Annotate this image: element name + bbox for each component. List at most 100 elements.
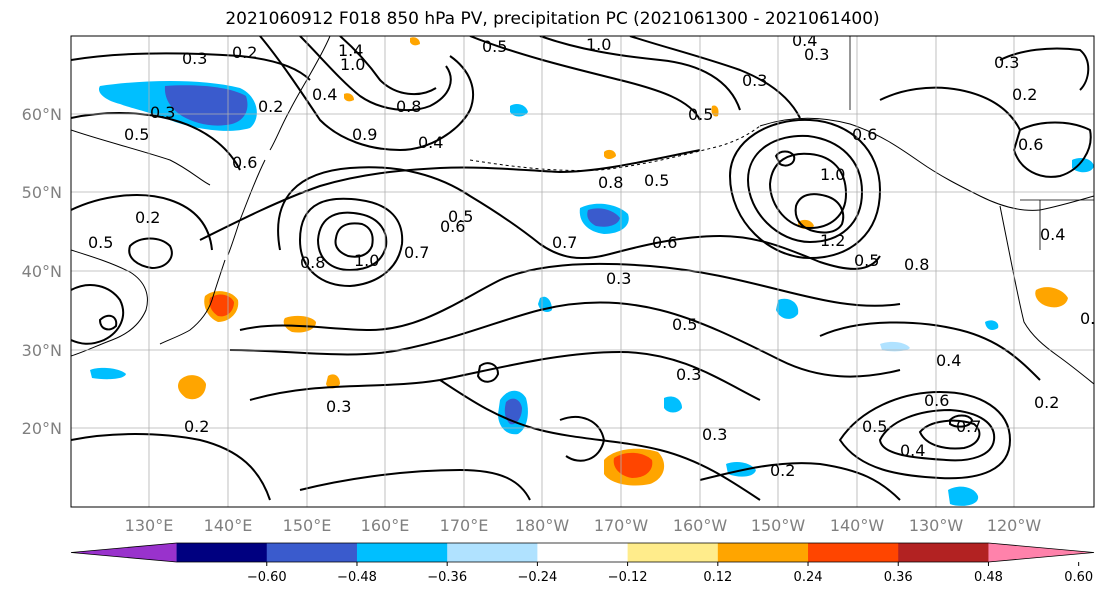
contour-label: 0.2	[1012, 85, 1037, 104]
lon-label: 120°W	[987, 516, 1042, 535]
lon-label: 170°W	[594, 516, 649, 535]
coastline-japan	[159, 259, 226, 345]
precip-blob-pos-7	[344, 93, 354, 102]
contour-label: 0.5	[688, 105, 713, 124]
contour-label: 0.3	[606, 269, 631, 288]
precip-blob-okhotsk-core	[164, 85, 248, 126]
contour-line	[199, 149, 701, 241]
colorbar-segment	[627, 543, 719, 562]
contour-line	[794, 193, 845, 234]
contour-label: 0.5	[644, 171, 669, 190]
contour-line	[879, 86, 1021, 131]
colorbar-extend-max	[988, 543, 1094, 562]
precip-blob-neg-10	[985, 320, 999, 330]
colorbar-tick-label: −0.12	[608, 570, 648, 585]
contour-line	[298, 197, 404, 288]
lon-axis: 130°E 140°E 150°E 160°E 170°E 180°W 170°…	[125, 516, 1042, 535]
contour-line	[229, 301, 901, 378]
contour-label: 0.4	[936, 351, 961, 370]
contour-line	[838, 390, 1012, 480]
contour-label: 0.8	[598, 173, 623, 192]
contour-label: 0.3	[804, 45, 829, 64]
contour-label: 1.2	[820, 231, 845, 250]
colorbar-ticks: −0.60 −0.48 −0.36 −0.24 −0.12 0.12 0.24 0.36 0.4…	[247, 562, 1093, 585]
colorbar-tick-label: −0.60	[247, 570, 287, 585]
contour-label: 1.0	[586, 35, 611, 54]
precip-blob-pos-3	[1035, 287, 1068, 308]
contour-line	[878, 408, 996, 462]
contour-line	[439, 379, 761, 501]
contour-label: 0.2	[135, 208, 160, 227]
contour-line	[949, 414, 974, 428]
contour-line	[249, 350, 761, 401]
contour-line	[819, 321, 1041, 381]
colorbar-tick-label: −0.48	[337, 570, 377, 585]
precip-blob-neg-6	[1072, 158, 1094, 173]
colorbar-tick-label: −0.36	[427, 570, 467, 585]
colorbar-segment	[808, 543, 899, 562]
lon-label: 160°E	[361, 516, 410, 535]
precip-blob-pos-5	[604, 149, 616, 159]
lat-label: 30°N	[22, 341, 62, 360]
contour-line	[299, 36, 452, 112]
colorbar-segment	[717, 543, 809, 562]
lon-label: 170°E	[440, 516, 489, 535]
contour-label: 0.4	[312, 85, 337, 104]
contour-label: 0.7	[956, 417, 981, 436]
colorbar-tick-label: −0.24	[517, 570, 557, 585]
colorbar-segment	[266, 543, 358, 562]
lat-label: 60°N	[22, 105, 62, 124]
colorbar-segments	[70, 542, 1095, 563]
contour-label: 0.6	[924, 391, 949, 410]
contour-line	[469, 36, 701, 121]
contour-label: 0.6	[852, 125, 877, 144]
precip-blob-pos-2	[178, 375, 206, 400]
contour-line	[774, 150, 796, 167]
contour-label: 0.2	[184, 417, 209, 436]
contour-label: 0.2	[232, 43, 257, 62]
contour-label: 0.4	[900, 441, 925, 460]
colorbar-segment	[537, 543, 629, 562]
coastline-korea-china	[71, 249, 148, 357]
contour-label: 1.0	[354, 251, 379, 270]
contour-line	[918, 419, 981, 450]
contour-line	[539, 36, 741, 111]
contour-label: 0.7	[404, 243, 429, 262]
contour-label: 0.8	[904, 255, 929, 274]
colorbar-outline	[70, 542, 1095, 563]
lat-axis: 60°N 50°N 40°N 30°N 20°N	[22, 105, 62, 438]
contour-label: 0.8	[300, 253, 325, 272]
contour-line	[476, 362, 500, 383]
colorbar-tick-label: 0.36	[884, 570, 913, 585]
precip-blob-neg-7	[510, 104, 528, 117]
contour-line	[339, 36, 437, 96]
lon-label: 160°W	[673, 516, 728, 535]
contour-label: 0.5	[88, 233, 113, 252]
coastlines	[71, 36, 1094, 385]
contour-label: 0.8	[396, 97, 421, 116]
contour-label: 0.4	[792, 31, 817, 50]
coastline-aleutians	[469, 125, 761, 172]
contour-line	[239, 262, 901, 332]
contour-label: 0.7	[1080, 309, 1105, 328]
contour-label: 0.4	[1040, 225, 1065, 244]
contour-label: 0.6	[652, 233, 677, 252]
contour-label: 0.3	[326, 397, 351, 416]
contour-label: 1.0	[340, 55, 365, 74]
contour-label: 1.0	[820, 165, 845, 184]
contour-labels: 0.3 0.2 1.4 1.0 0.5 1.0 0.4 0.3 0.3 0.2 …	[88, 31, 1105, 480]
pv-contours	[71, 36, 1092, 501]
contour-line	[259, 36, 475, 152]
lat-label: 40°N	[22, 262, 62, 281]
contour-label: 0.3	[150, 103, 175, 122]
precip-blob-pos-4	[326, 374, 340, 389]
colorbar-tick-label: 0.12	[703, 570, 732, 585]
lat-label: 20°N	[22, 419, 62, 438]
contour-label: 0.3	[994, 53, 1019, 72]
contour-label: 0.3	[676, 365, 701, 384]
contour-label: 0.2	[258, 97, 283, 116]
contour-label: 0.5	[124, 125, 149, 144]
contour-line	[629, 36, 801, 119]
colorbar-tick-label: 0.60	[1064, 570, 1093, 585]
